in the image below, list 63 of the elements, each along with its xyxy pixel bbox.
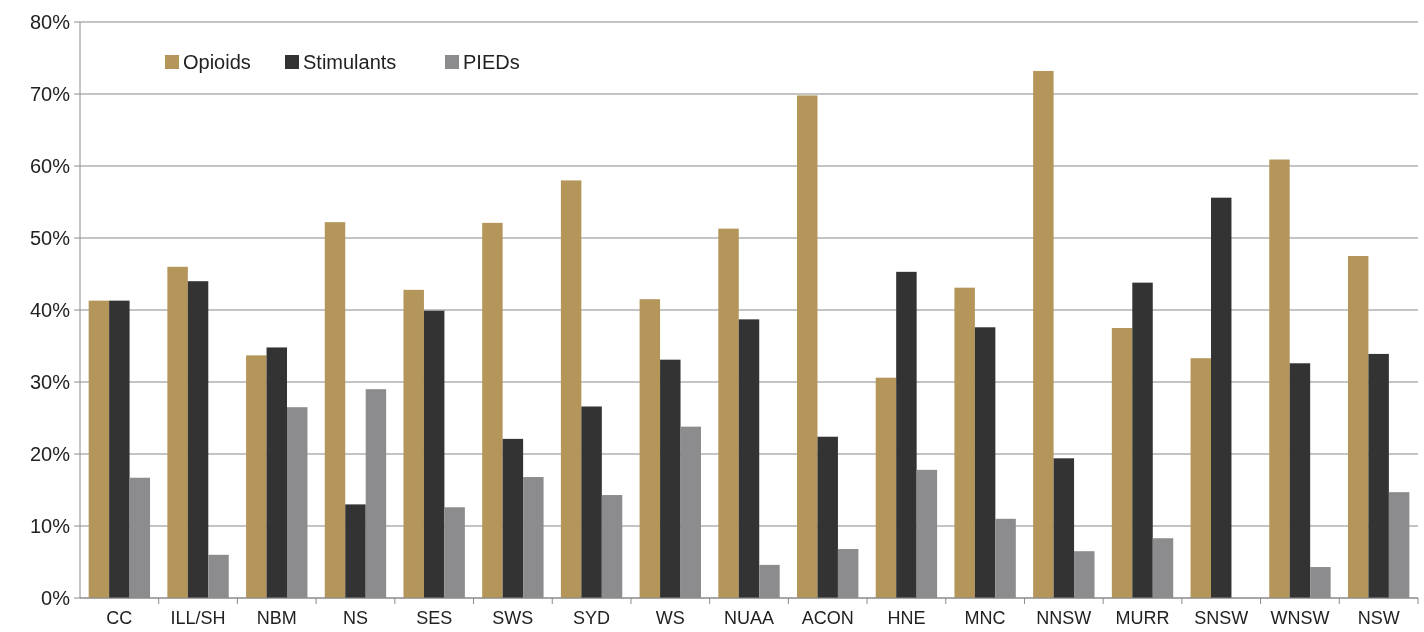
legend-label: PIEDs [463,51,520,73]
x-tick-label: MURR [1115,608,1170,628]
x-tick-label: NNSW [1036,608,1092,628]
bar [896,271,917,598]
bar [1053,458,1075,598]
bar [738,319,760,598]
y-tick-label: 40% [29,299,71,321]
bar [1111,328,1133,598]
x-tick-label: CC [106,608,133,628]
x-tick-label: WS [655,608,685,628]
y-tick-label: 70% [29,83,71,105]
x-tick-label: NUAA [723,608,775,628]
bar [639,299,661,598]
bar [482,222,503,598]
x-tick-label: WNSW [1270,608,1330,628]
y-tick-label: 10% [29,515,71,537]
x-tick-label: HNE [887,608,926,628]
x-tick-label: SYD [573,608,611,628]
legend-label: Stimulants [303,51,397,73]
bar [187,281,209,598]
bar [109,300,130,598]
x-tick-label: SES [416,608,453,628]
bar [403,289,424,598]
bar [345,504,366,598]
x-tick-label: NBM [256,608,297,628]
bar [423,310,445,598]
bar [1347,256,1369,598]
x-tick-label: MNC [964,608,1006,628]
legend-label: Opioids [183,51,251,73]
x-tick-label: SNSW [1194,608,1249,628]
bar [974,327,996,598]
bar [1132,282,1153,598]
bar [266,347,287,598]
bar [1289,363,1311,598]
bar [502,438,524,598]
bar [875,377,897,598]
bar [581,406,602,598]
y-tick-label: 50% [29,227,71,249]
y-tick-label: 0% [41,587,71,609]
bar [1368,353,1389,598]
bar [954,287,975,598]
bar [718,228,739,598]
bar [167,266,188,598]
bar [88,300,110,598]
bar [1190,358,1211,598]
bar [246,355,267,598]
y-tick-label: 60% [29,155,71,177]
x-tick-label: ACON [801,608,854,628]
x-tick-label: SWS [492,608,534,628]
bar [560,180,582,598]
x-tick-label: NS [342,608,368,628]
bar [817,436,838,598]
bar [1033,70,1054,598]
y-tick-label: 20% [29,443,71,465]
bar [1269,159,1290,598]
bar [660,359,681,598]
x-tick-label: NSW [1357,608,1400,628]
y-tick-label: 80% [29,11,71,33]
bar [324,222,346,598]
bar [1211,197,1232,598]
x-tick-label: ILL/SH [170,608,226,628]
bar [797,95,818,598]
y-tick-label: 30% [29,371,71,393]
